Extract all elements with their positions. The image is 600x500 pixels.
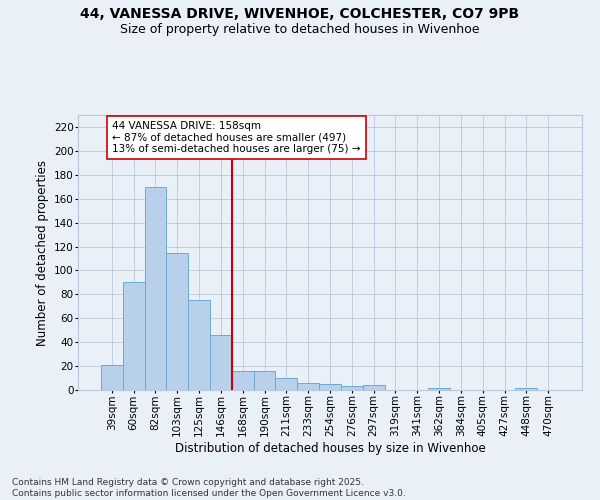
Bar <box>254 371 275 390</box>
Bar <box>101 365 123 390</box>
Bar <box>319 384 341 390</box>
Bar <box>210 335 232 390</box>
Text: Size of property relative to detached houses in Wivenhoe: Size of property relative to detached ho… <box>120 22 480 36</box>
Bar <box>188 300 210 390</box>
Bar <box>428 388 450 390</box>
Bar <box>123 282 145 390</box>
Text: 44, VANESSA DRIVE, WIVENHOE, COLCHESTER, CO7 9PB: 44, VANESSA DRIVE, WIVENHOE, COLCHESTER,… <box>80 8 520 22</box>
Bar <box>166 252 188 390</box>
Bar <box>515 388 537 390</box>
Text: Contains HM Land Registry data © Crown copyright and database right 2025.
Contai: Contains HM Land Registry data © Crown c… <box>12 478 406 498</box>
Bar <box>232 371 254 390</box>
Bar <box>145 186 166 390</box>
Bar <box>363 385 385 390</box>
Bar <box>297 383 319 390</box>
X-axis label: Distribution of detached houses by size in Wivenhoe: Distribution of detached houses by size … <box>175 442 485 455</box>
Y-axis label: Number of detached properties: Number of detached properties <box>35 160 49 346</box>
Bar <box>341 386 363 390</box>
Bar <box>275 378 297 390</box>
Text: 44 VANESSA DRIVE: 158sqm
← 87% of detached houses are smaller (497)
13% of semi-: 44 VANESSA DRIVE: 158sqm ← 87% of detach… <box>112 121 361 154</box>
